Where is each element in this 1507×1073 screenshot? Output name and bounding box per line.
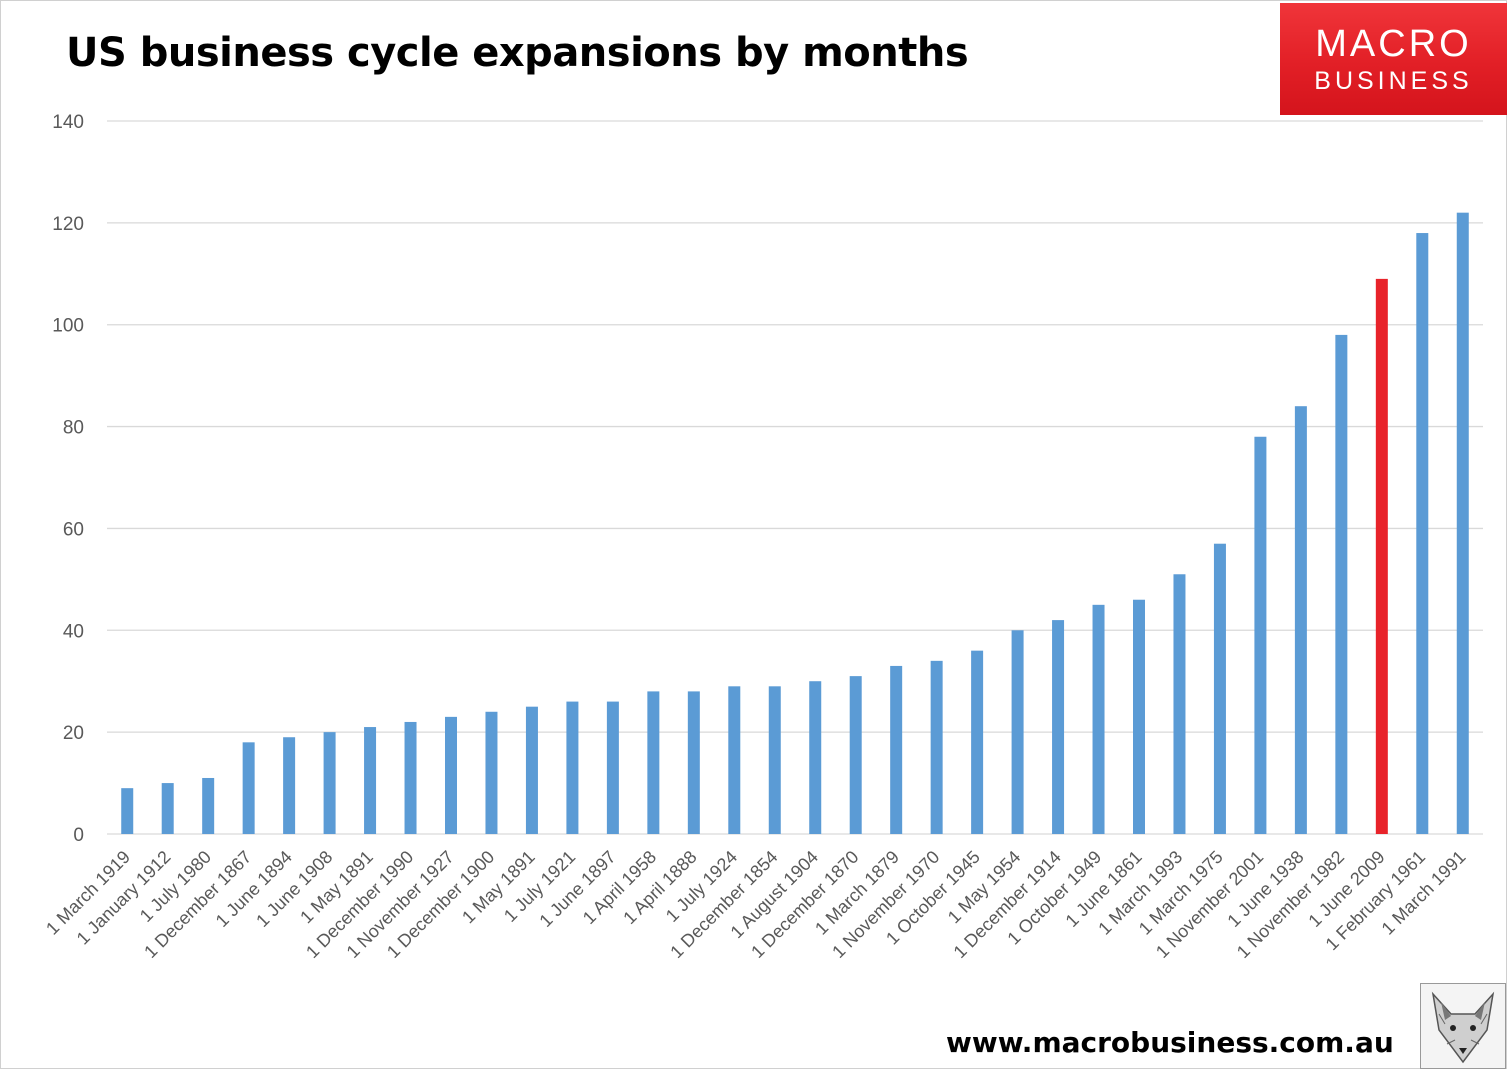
macrobusiness-logo: MACRO BUSINESS xyxy=(1280,3,1507,115)
bar xyxy=(768,686,781,834)
website-url: www.macrobusiness.com.au xyxy=(946,1026,1394,1059)
bar xyxy=(121,788,134,834)
bar xyxy=(1416,233,1429,835)
bar xyxy=(1011,630,1024,834)
bar xyxy=(890,665,903,834)
bar xyxy=(364,727,377,834)
bar xyxy=(930,660,943,834)
bar xyxy=(728,686,741,834)
bar xyxy=(606,701,619,834)
bar xyxy=(1092,604,1105,834)
bars xyxy=(121,212,1469,835)
bar xyxy=(404,721,417,834)
bar xyxy=(1335,334,1348,834)
bar xyxy=(202,777,215,834)
gridlines xyxy=(107,120,1483,835)
bar xyxy=(1133,599,1145,834)
bar xyxy=(566,701,579,834)
bar xyxy=(1173,574,1186,834)
y-tick-label: 40 xyxy=(63,621,84,642)
y-tick-label: 0 xyxy=(73,825,84,846)
bar xyxy=(971,650,984,834)
y-tick-label: 80 xyxy=(63,418,84,439)
bar xyxy=(525,706,538,834)
bar xyxy=(809,681,822,834)
bar xyxy=(849,676,862,834)
fox-head-icon xyxy=(1420,983,1506,1069)
bar xyxy=(1213,543,1226,834)
y-tick-label: 20 xyxy=(63,723,84,744)
bar xyxy=(1052,620,1065,834)
logo-line-2: BUSINESS xyxy=(1314,67,1473,95)
bar xyxy=(1456,212,1469,834)
chart-title: US business cycle expansions by months xyxy=(66,30,969,76)
bar xyxy=(283,737,296,834)
bar xyxy=(323,732,336,834)
logo-line-1: MACRO xyxy=(1315,23,1472,65)
bar xyxy=(647,691,660,834)
y-tick-label: 60 xyxy=(63,519,84,540)
bar xyxy=(1375,278,1388,835)
bar xyxy=(1254,436,1267,834)
bar xyxy=(161,783,174,834)
bar xyxy=(445,716,457,834)
y-axis-ticks: 0 20 40 60 80 100 120 140 xyxy=(52,112,84,846)
y-tick-label: 120 xyxy=(52,214,84,235)
bar xyxy=(485,711,498,834)
bar xyxy=(687,691,700,834)
bar xyxy=(1294,406,1307,834)
y-tick-label: 140 xyxy=(52,112,84,133)
bar xyxy=(242,742,255,834)
y-tick-label: 100 xyxy=(52,316,84,337)
